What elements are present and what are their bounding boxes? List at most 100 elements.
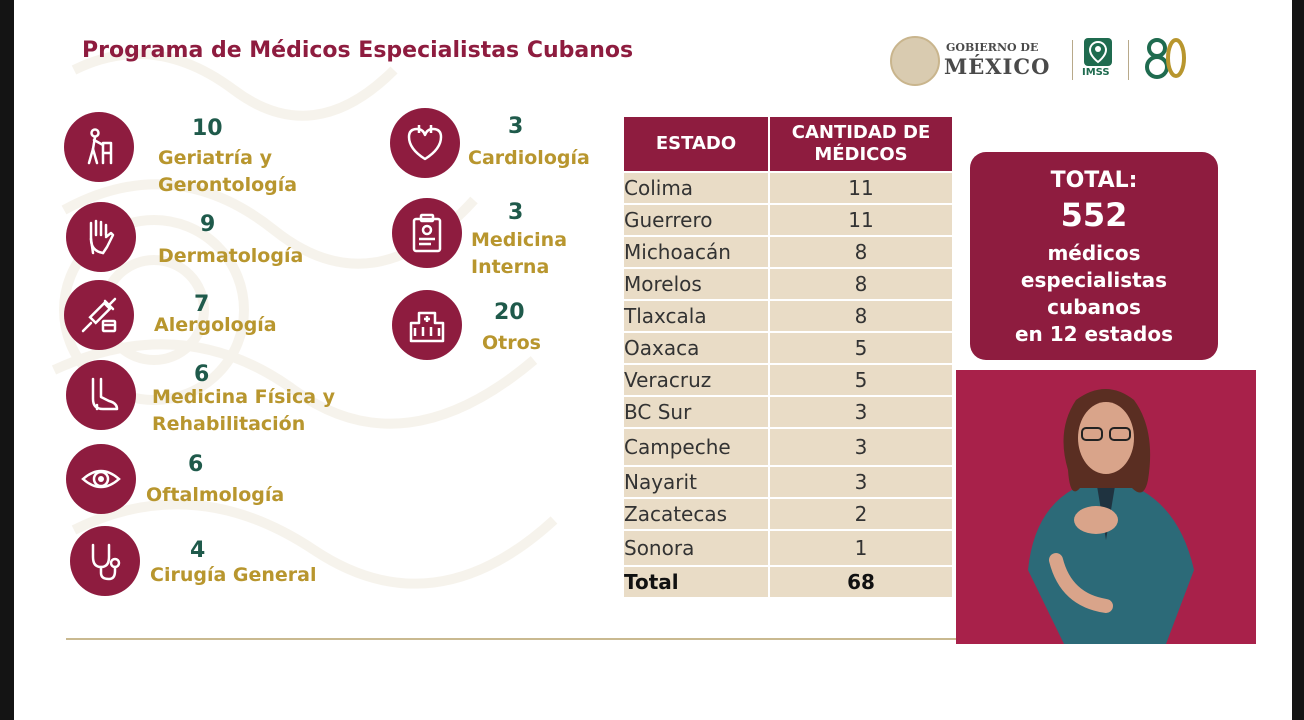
state-count: 3 bbox=[768, 427, 952, 465]
specialty-alergologia: 7 Alergología bbox=[64, 280, 364, 354]
specialty-count: 20 bbox=[494, 300, 525, 325]
header-cantidad: CANTIDAD DE MÉDICOS bbox=[768, 117, 952, 171]
total-box-line: especialistas bbox=[1020, 268, 1168, 292]
state-name: Nayarit bbox=[624, 465, 768, 497]
footer-divider bbox=[66, 638, 956, 640]
table-row: Colima 11 bbox=[624, 171, 952, 203]
specialty-label: Alergología bbox=[154, 314, 277, 336]
total-box-label: TOTAL: bbox=[1050, 168, 1138, 193]
syringe-icon bbox=[64, 280, 134, 350]
state-count: 3 bbox=[768, 395, 952, 427]
state-name: BC Sur bbox=[624, 395, 768, 427]
state-name: Colima bbox=[624, 171, 768, 203]
table-row: Nayarit 3 bbox=[624, 465, 952, 497]
hospital-icon bbox=[392, 290, 462, 360]
mexico-text: MÉXICO bbox=[944, 54, 1051, 79]
specialty-count: 3 bbox=[508, 114, 524, 139]
state-count: 5 bbox=[768, 331, 952, 363]
state-count: 2 bbox=[768, 497, 952, 529]
specialty-otros: 20 Otros bbox=[392, 290, 622, 364]
table-row: BC Sur 3 bbox=[624, 395, 952, 427]
imss-logo: IMSS bbox=[1080, 38, 1116, 80]
total-summary-box: TOTAL: 552 médicos especialistas cubanos… bbox=[970, 152, 1218, 360]
slide-title: Programa de Médicos Especialistas Cubano… bbox=[82, 38, 634, 63]
state-name: Guerrero bbox=[624, 203, 768, 235]
specialty-label: Oftalmología bbox=[146, 484, 285, 506]
table-row: Morelos 8 bbox=[624, 267, 952, 299]
state-name: Oaxaca bbox=[624, 331, 768, 363]
state-count: 8 bbox=[768, 299, 952, 331]
specialty-geriatria: 10 Geriatría y Gerontología bbox=[64, 112, 364, 196]
specialty-label: Cardiología bbox=[468, 147, 590, 169]
state-count: 5 bbox=[768, 363, 952, 395]
presentation-slide: Programa de Médicos Especialistas Cubano… bbox=[14, 0, 1292, 720]
specialty-label: Otros bbox=[482, 332, 541, 354]
specialty-label: Interna bbox=[471, 256, 550, 278]
state-name: Zacatecas bbox=[624, 497, 768, 529]
state-count: 3 bbox=[768, 465, 952, 497]
state-count: 8 bbox=[768, 235, 952, 267]
state-count: 11 bbox=[768, 203, 952, 235]
logo-divider bbox=[1128, 40, 1129, 80]
government-logos: GOBIERNO DE MÉXICO IMSS bbox=[888, 36, 1198, 86]
table-row: Sonora 1 bbox=[624, 529, 952, 565]
table-row: Tlaxcala 8 bbox=[624, 299, 952, 331]
specialty-count: 4 bbox=[190, 538, 206, 563]
specialty-count: 6 bbox=[188, 452, 204, 477]
stethoscope-icon bbox=[70, 526, 140, 596]
specialty-count: 6 bbox=[194, 362, 210, 387]
specialty-label: Medicina Física y bbox=[152, 386, 336, 408]
header-estado: ESTADO bbox=[624, 117, 768, 171]
logo-divider bbox=[1072, 40, 1073, 80]
state-count: 11 bbox=[768, 171, 952, 203]
specialty-cardiologia: 3 Cardiología bbox=[390, 108, 620, 182]
state-name: Tlaxcala bbox=[624, 299, 768, 331]
total-box-number: 552 bbox=[1060, 196, 1128, 234]
specialty-count: 9 bbox=[200, 212, 216, 237]
hand-icon bbox=[66, 202, 136, 272]
specialty-label: Medicina bbox=[471, 229, 568, 251]
specialty-oftalmologia: 6 Oftalmología bbox=[66, 444, 366, 518]
specialty-medicina-fisica: 6 Medicina Física y Rehabilitación bbox=[66, 360, 396, 440]
specialty-dermatologia: 9 Dermatología bbox=[66, 202, 366, 276]
total-box-description: médicos especialistas cubanos en 12 esta… bbox=[970, 240, 1218, 348]
specialty-count: 3 bbox=[508, 200, 524, 225]
national-seal-icon bbox=[890, 36, 940, 86]
table-row: Oaxaca 5 bbox=[624, 331, 952, 363]
specialty-label: Gerontología bbox=[158, 174, 298, 196]
specialty-count: 7 bbox=[194, 292, 210, 317]
eye-icon bbox=[66, 444, 136, 514]
table-row: Michoacán 8 bbox=[624, 235, 952, 267]
table-total-row: Total 68 bbox=[624, 565, 952, 597]
total-label: Total bbox=[624, 565, 768, 597]
table-header-row: ESTADO CANTIDAD DE MÉDICOS bbox=[624, 117, 952, 171]
table-row: Veracruz 5 bbox=[624, 363, 952, 395]
state-name: Veracruz bbox=[624, 363, 768, 395]
specialty-count: 10 bbox=[192, 116, 223, 141]
interpreter-figure-icon bbox=[1028, 389, 1194, 644]
80-anniversary-logo-icon bbox=[1145, 38, 1186, 79]
elderly-walker-icon bbox=[64, 112, 134, 182]
heart-icon bbox=[390, 108, 460, 178]
table-row: Campeche 3 bbox=[624, 427, 952, 465]
table-row: Guerrero 11 bbox=[624, 203, 952, 235]
clipboard-icon bbox=[392, 198, 462, 268]
state-count: 8 bbox=[768, 267, 952, 299]
specialty-label: Dermatología bbox=[158, 245, 304, 267]
specialty-label: Cirugía General bbox=[150, 564, 317, 586]
specialty-label: Geriatría y bbox=[158, 147, 272, 169]
specialty-cirugia-general: 4 Cirugía General bbox=[70, 526, 370, 600]
imss-shield-icon bbox=[1084, 38, 1112, 66]
state-name: Campeche bbox=[624, 427, 768, 465]
state-name: Morelos bbox=[624, 267, 768, 299]
imss-text: IMSS bbox=[1082, 67, 1110, 78]
foot-icon bbox=[66, 360, 136, 430]
state-name: Sonora bbox=[624, 529, 768, 565]
total-box-line: médicos bbox=[1047, 241, 1141, 265]
total-box-line: en 12 estados bbox=[1014, 322, 1174, 346]
sign-language-interpreter-video bbox=[956, 370, 1256, 644]
table-row: Zacatecas 2 bbox=[624, 497, 952, 529]
state-name: Michoacán bbox=[624, 235, 768, 267]
state-count: 1 bbox=[768, 529, 952, 565]
gobierno-de-text: GOBIERNO DE bbox=[946, 41, 1039, 54]
